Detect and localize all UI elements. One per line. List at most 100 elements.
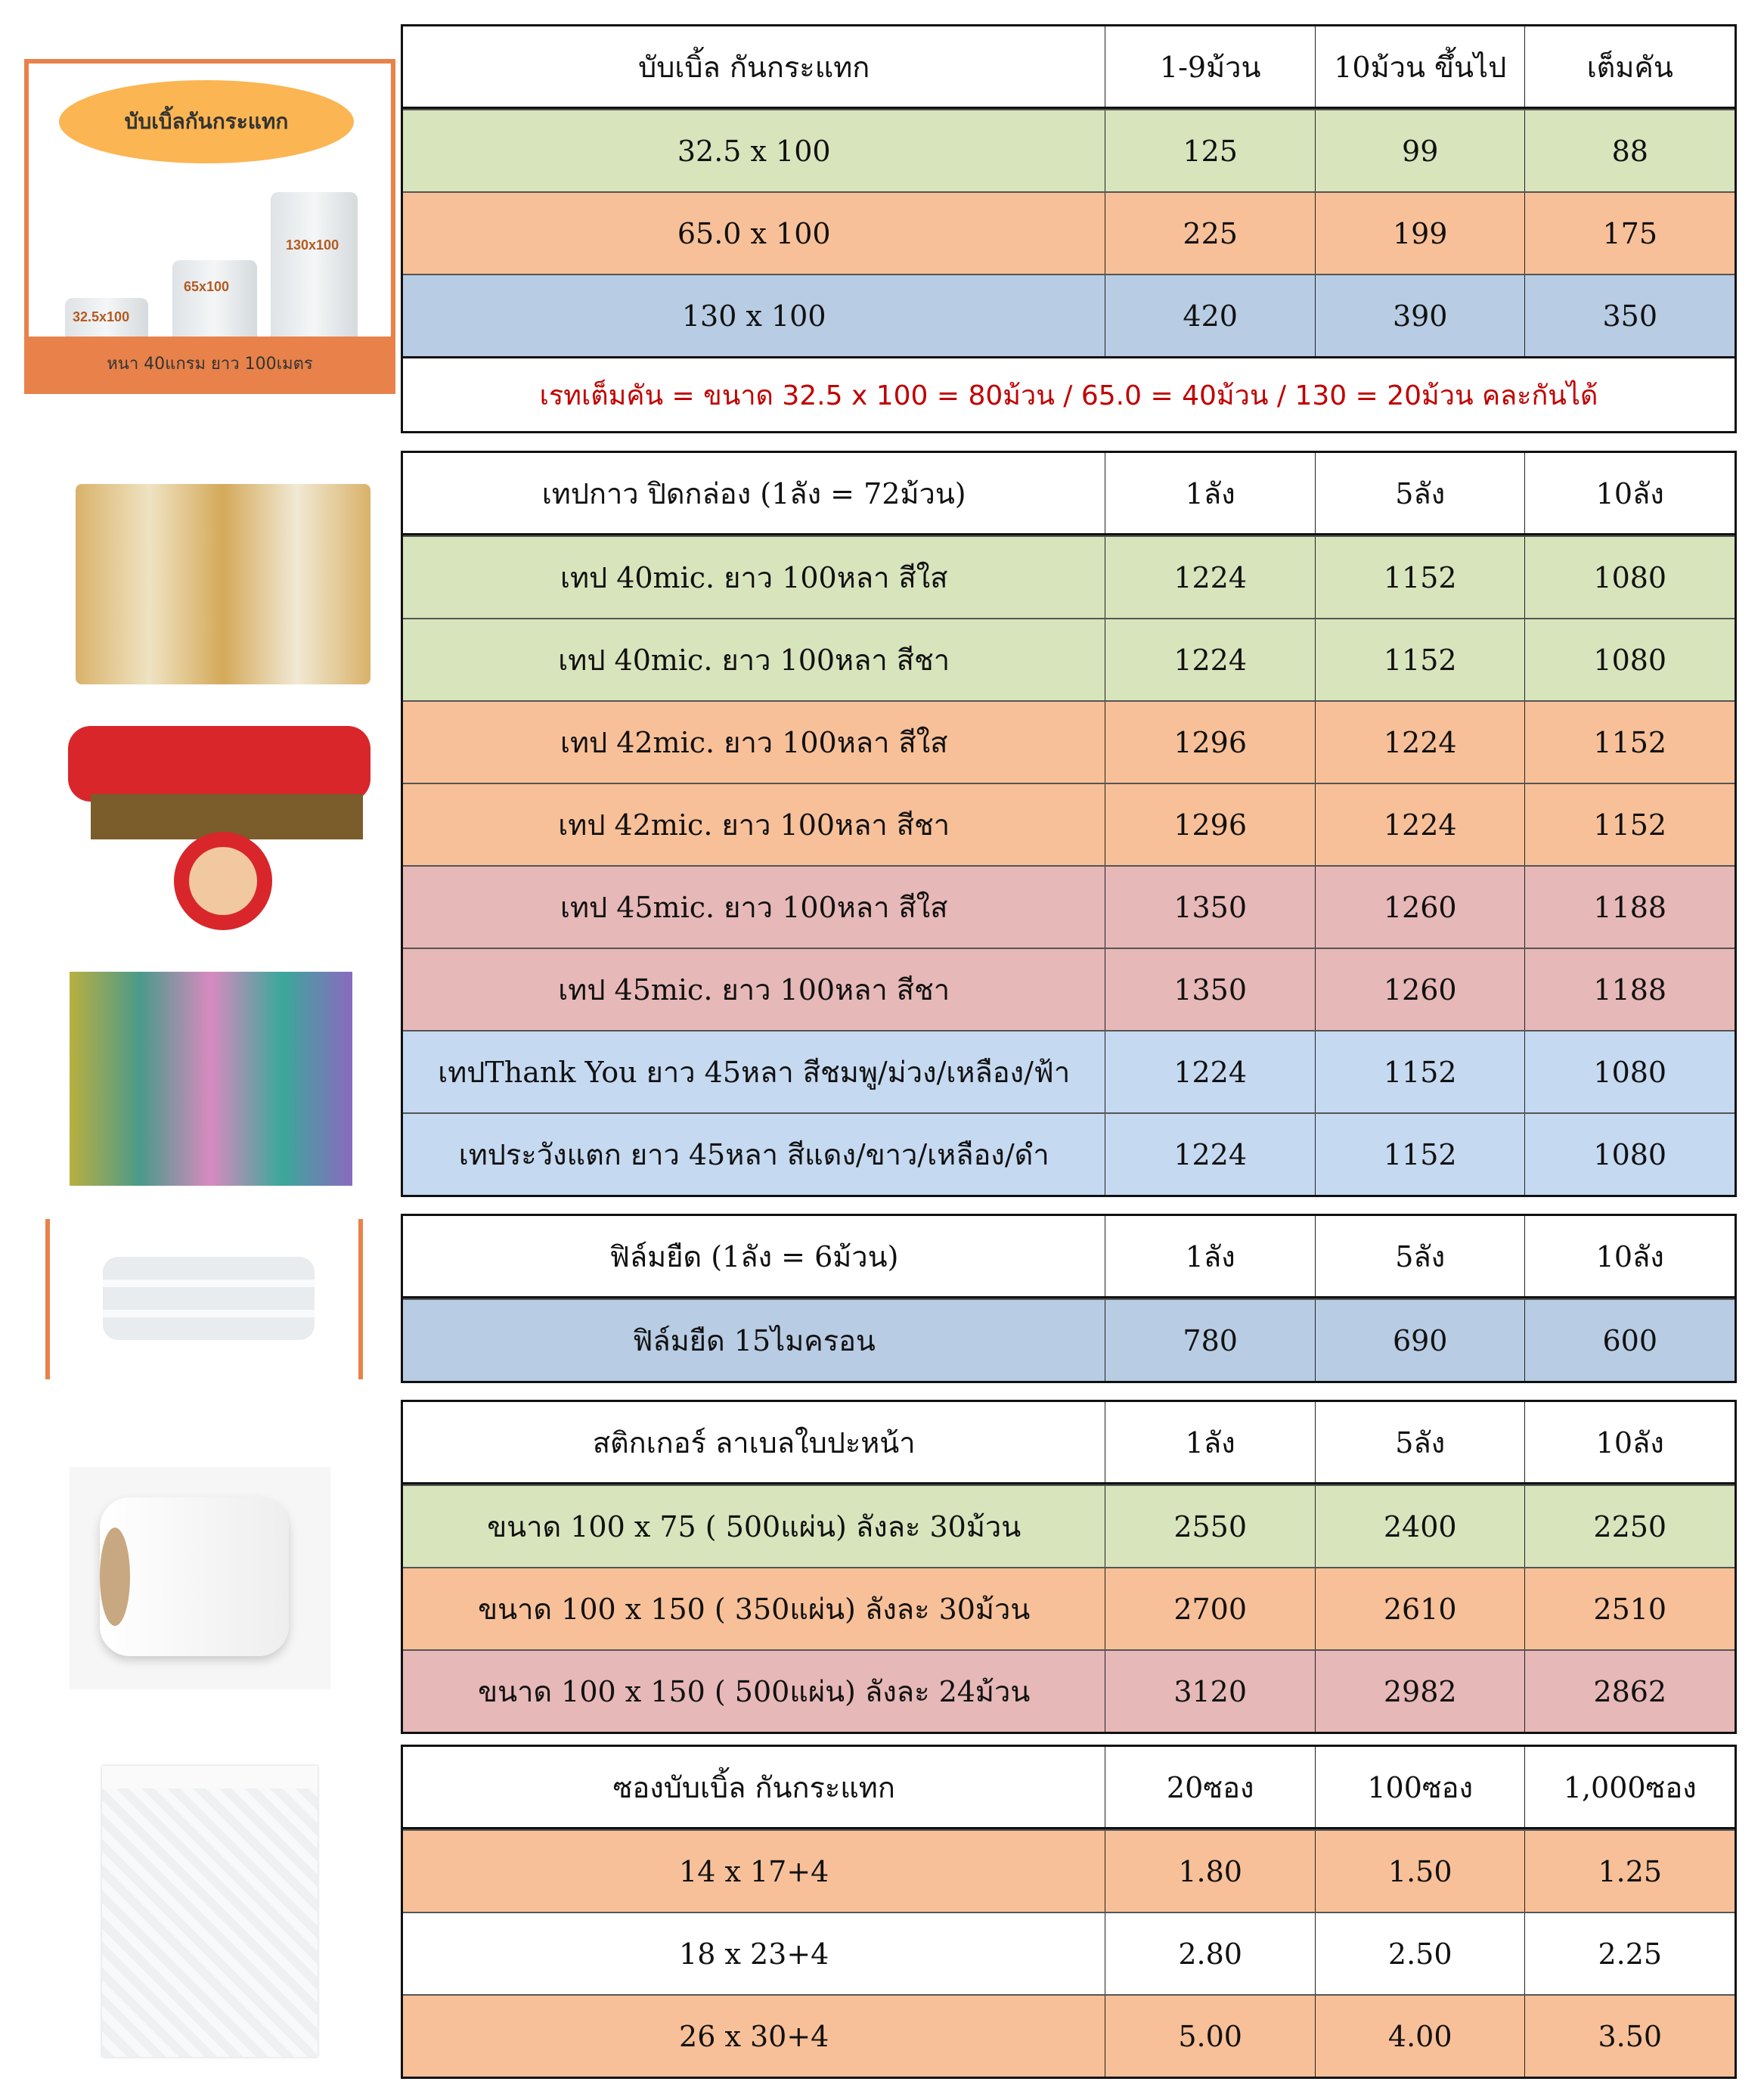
table-row: 26 x 30+4 5.00 4.00 3.50	[403, 1994, 1735, 2077]
product-name-cell: 18 x 23+4	[679, 1937, 829, 1971]
column-header: 10ม้วน ขึ้นไป	[1314, 26, 1525, 107]
packing-tape-price-table: เทปกาว ปิดกล่อง (1ลัง = 72ม้วน) 1ลัง 5ลัง 1…	[401, 451, 1737, 1197]
label-sticker-roll-image	[70, 1467, 330, 1689]
table-row: เทป 45mic. ยาว 100หลา สีชา 1350 1260 1188	[403, 948, 1735, 1030]
price-cell: 1350	[1105, 949, 1315, 1030]
product-name-cell: เทป 42mic. ยาว 100หลา สีชา	[558, 808, 950, 842]
promo-caption: หนา 40แกรม ยาว 100เมตร	[29, 337, 391, 389]
price-cell: 2250	[1524, 1486, 1735, 1567]
price-cell: 1224	[1314, 784, 1525, 865]
price-cell: 1152	[1314, 1031, 1525, 1112]
column-header: เทปกาว ปิดกล่อง (1ลัง = 72ม้วน)	[541, 476, 966, 510]
price-cell: 1152	[1314, 619, 1525, 700]
column-header: 10ลัง	[1524, 1402, 1735, 1482]
price-cell: 1296	[1105, 784, 1315, 865]
column-header: 1ลัง	[1105, 1402, 1315, 1482]
table-header-row: ซองบับเบิ้ล กันกระแทก 20ซอง 100ซอง 1,000ซอง	[403, 1747, 1735, 1829]
product-name-cell: เทป 45mic. ยาว 100หลา สีใส	[560, 891, 948, 924]
product-name-cell: ฟิล์มยืด 15ไมครอน	[632, 1324, 876, 1357]
table-header-row: สติกเกอร์ ลาเบลใบปะหน้า 1ลัง 5ลัง 10ลัง	[403, 1402, 1735, 1484]
shipping-label-price-table: สติกเกอร์ ลาเบลใบปะหน้า 1ลัง 5ลัง 10ลัง ขนาด…	[401, 1400, 1737, 1734]
price-cell: 5.00	[1105, 1996, 1315, 2077]
price-cell: 2550	[1105, 1486, 1315, 1567]
price-cell: 175	[1524, 193, 1735, 274]
column-header: 10ลัง	[1524, 453, 1735, 533]
price-cell: 2862	[1524, 1651, 1735, 1732]
price-cell: 600	[1524, 1300, 1735, 1381]
table-row: เทป 40mic. ยาว 100หลา สีชา 1224 1152 1080	[403, 618, 1735, 700]
table-row: 65.0 x 100 225 199 175	[403, 191, 1735, 274]
table-row: ฟิล์มยืด 15ไมครอน 780 690 600	[403, 1298, 1735, 1381]
stretch-film-price-table: ฟิล์มยืด (1ลัง = 6ม้วน) 1ลัง 5ลัง 10ลัง ฟิล์…	[401, 1214, 1737, 1383]
price-cell: 2.50	[1314, 1913, 1525, 1994]
price-cell: 1152	[1314, 537, 1525, 618]
table-row: เทปThank You ยาว 45หลา สีชมพู/ม่วง/เหลือ…	[403, 1030, 1735, 1112]
column-header: สติกเกอร์ ลาเบลใบปะหน้า	[592, 1425, 916, 1460]
product-name-cell: เทป 42mic. ยาว 100หลา สีใส	[560, 726, 948, 759]
product-name-cell: ขนาด 100 x 150 ( 350แผ่น) ลังละ 30ม้วน	[478, 1593, 1031, 1626]
price-cell: 2982	[1314, 1651, 1525, 1732]
table-row: ขนาด 100 x 150 ( 500แผ่น) ลังละ 24ม้วน 31…	[403, 1649, 1735, 1732]
tape-rolls-image	[76, 484, 370, 684]
table-row: ขนาด 100 x 150 ( 350แผ่น) ลังละ 30ม้วน 27…	[403, 1567, 1735, 1649]
column-header: 5ลัง	[1314, 1216, 1525, 1296]
product-name-cell: เทประวังแตก ยาว 45หลา สีแดง/ขาว/เหลือง/ด…	[458, 1138, 1049, 1171]
product-name-cell: 14 x 17+4	[679, 1854, 829, 1888]
column-header: 5ลัง	[1314, 1402, 1525, 1482]
table-row: เทป 42mic. ยาว 100หลา สีใส 1296 1224 1152	[403, 700, 1735, 783]
size-label: 65x100	[184, 279, 230, 294]
product-name-cell: 65.0 x 100	[677, 216, 831, 250]
table-row: เทป 45mic. ยาว 100หลา สีใส 1350 1260 1188	[403, 865, 1735, 948]
table-row: 18 x 23+4 2.80 2.50 2.25	[403, 1912, 1735, 1994]
bubble-envelope-image	[102, 1766, 318, 2057]
price-cell: 2.80	[1105, 1913, 1315, 1994]
price-cell: 1224	[1314, 702, 1525, 783]
price-cell: 1188	[1524, 949, 1735, 1030]
table-row: เทประวังแตก ยาว 45หลา สีแดง/ขาว/เหลือง/ด…	[403, 1112, 1735, 1195]
product-name-cell: ขนาด 100 x 150 ( 500แผ่น) ลังละ 24ม้วน	[478, 1675, 1031, 1708]
price-cell: 1.50	[1314, 1831, 1525, 1912]
product-name-cell: ขนาด 100 x 75 ( 500แผ่น) ลังละ 30ม้วน	[487, 1510, 1022, 1543]
price-cell: 88	[1524, 110, 1735, 191]
table-row: 32.5 x 100 125 99 88	[403, 109, 1735, 191]
bubble-envelope-price-table: ซองบับเบิ้ล กันกระแทก 20ซอง 100ซอง 1,000ซอง…	[401, 1745, 1737, 2079]
column-header: 1ลัง	[1105, 1216, 1315, 1296]
column-header: ฟิล์มยืด (1ลัง = 6ม้วน)	[609, 1239, 899, 1273]
product-name-cell: 26 x 30+4	[679, 2019, 829, 2053]
fragile-tape-image	[68, 726, 370, 938]
column-header: 5ลัง	[1314, 453, 1525, 533]
price-cell: 780	[1105, 1300, 1315, 1381]
full-truck-rate-note: เรทเต็มคัน = ขนาด 32.5 x 100 = 80ม้วน / …	[403, 356, 1735, 431]
column-header: 10ลัง	[1524, 1216, 1735, 1296]
product-name-cell: 32.5 x 100	[677, 134, 831, 168]
table-row: เทป 42mic. ยาว 100หลา สีชา 1296 1224 1152	[403, 783, 1735, 865]
price-cell: 690	[1314, 1300, 1525, 1381]
price-cell: 4.00	[1314, 1996, 1525, 2077]
size-label: 32.5x100	[73, 309, 130, 324]
product-name-cell: เทป 40mic. ยาว 100หลา สีใส	[560, 561, 948, 594]
price-cell: 2.25	[1524, 1913, 1735, 1994]
price-cell: 1188	[1524, 867, 1735, 948]
thank-you-tape-image	[70, 972, 352, 1186]
price-cell: 1260	[1314, 867, 1525, 948]
column-header: 1-9ม้วน	[1105, 26, 1315, 107]
price-cell: 1152	[1314, 1114, 1525, 1195]
price-cell: 1.25	[1524, 1831, 1735, 1912]
table-header-row: เทปกาว ปิดกล่อง (1ลัง = 72ม้วน) 1ลัง 5ลัง 1…	[403, 453, 1735, 535]
table-header-row: ฟิล์มยืด (1ลัง = 6ม้วน) 1ลัง 5ลัง 10ลัง	[403, 1216, 1735, 1298]
price-cell: 1080	[1524, 1114, 1735, 1195]
column-header: 1,000ซอง	[1524, 1747, 1735, 1827]
column-header: บับเบิ้ล กันกระแทก	[638, 50, 870, 84]
table-row: 130 x 100 420 390 350	[403, 274, 1735, 356]
price-cell: 2400	[1314, 1486, 1525, 1567]
price-cell: 1152	[1524, 702, 1735, 783]
product-name-cell: 130 x 100	[681, 299, 826, 333]
column-header: 100ซอง	[1314, 1747, 1525, 1827]
price-cell: 1080	[1524, 537, 1735, 618]
size-label: 130x100	[286, 237, 339, 253]
table-row: ขนาด 100 x 75 ( 500แผ่น) ลังละ 30ม้วน 255…	[403, 1484, 1735, 1567]
price-cell: 1080	[1524, 1031, 1735, 1112]
table-row: 14 x 17+4 1.80 1.50 1.25	[403, 1829, 1735, 1912]
price-cell: 125	[1105, 110, 1315, 191]
price-cell: 99	[1314, 110, 1525, 191]
